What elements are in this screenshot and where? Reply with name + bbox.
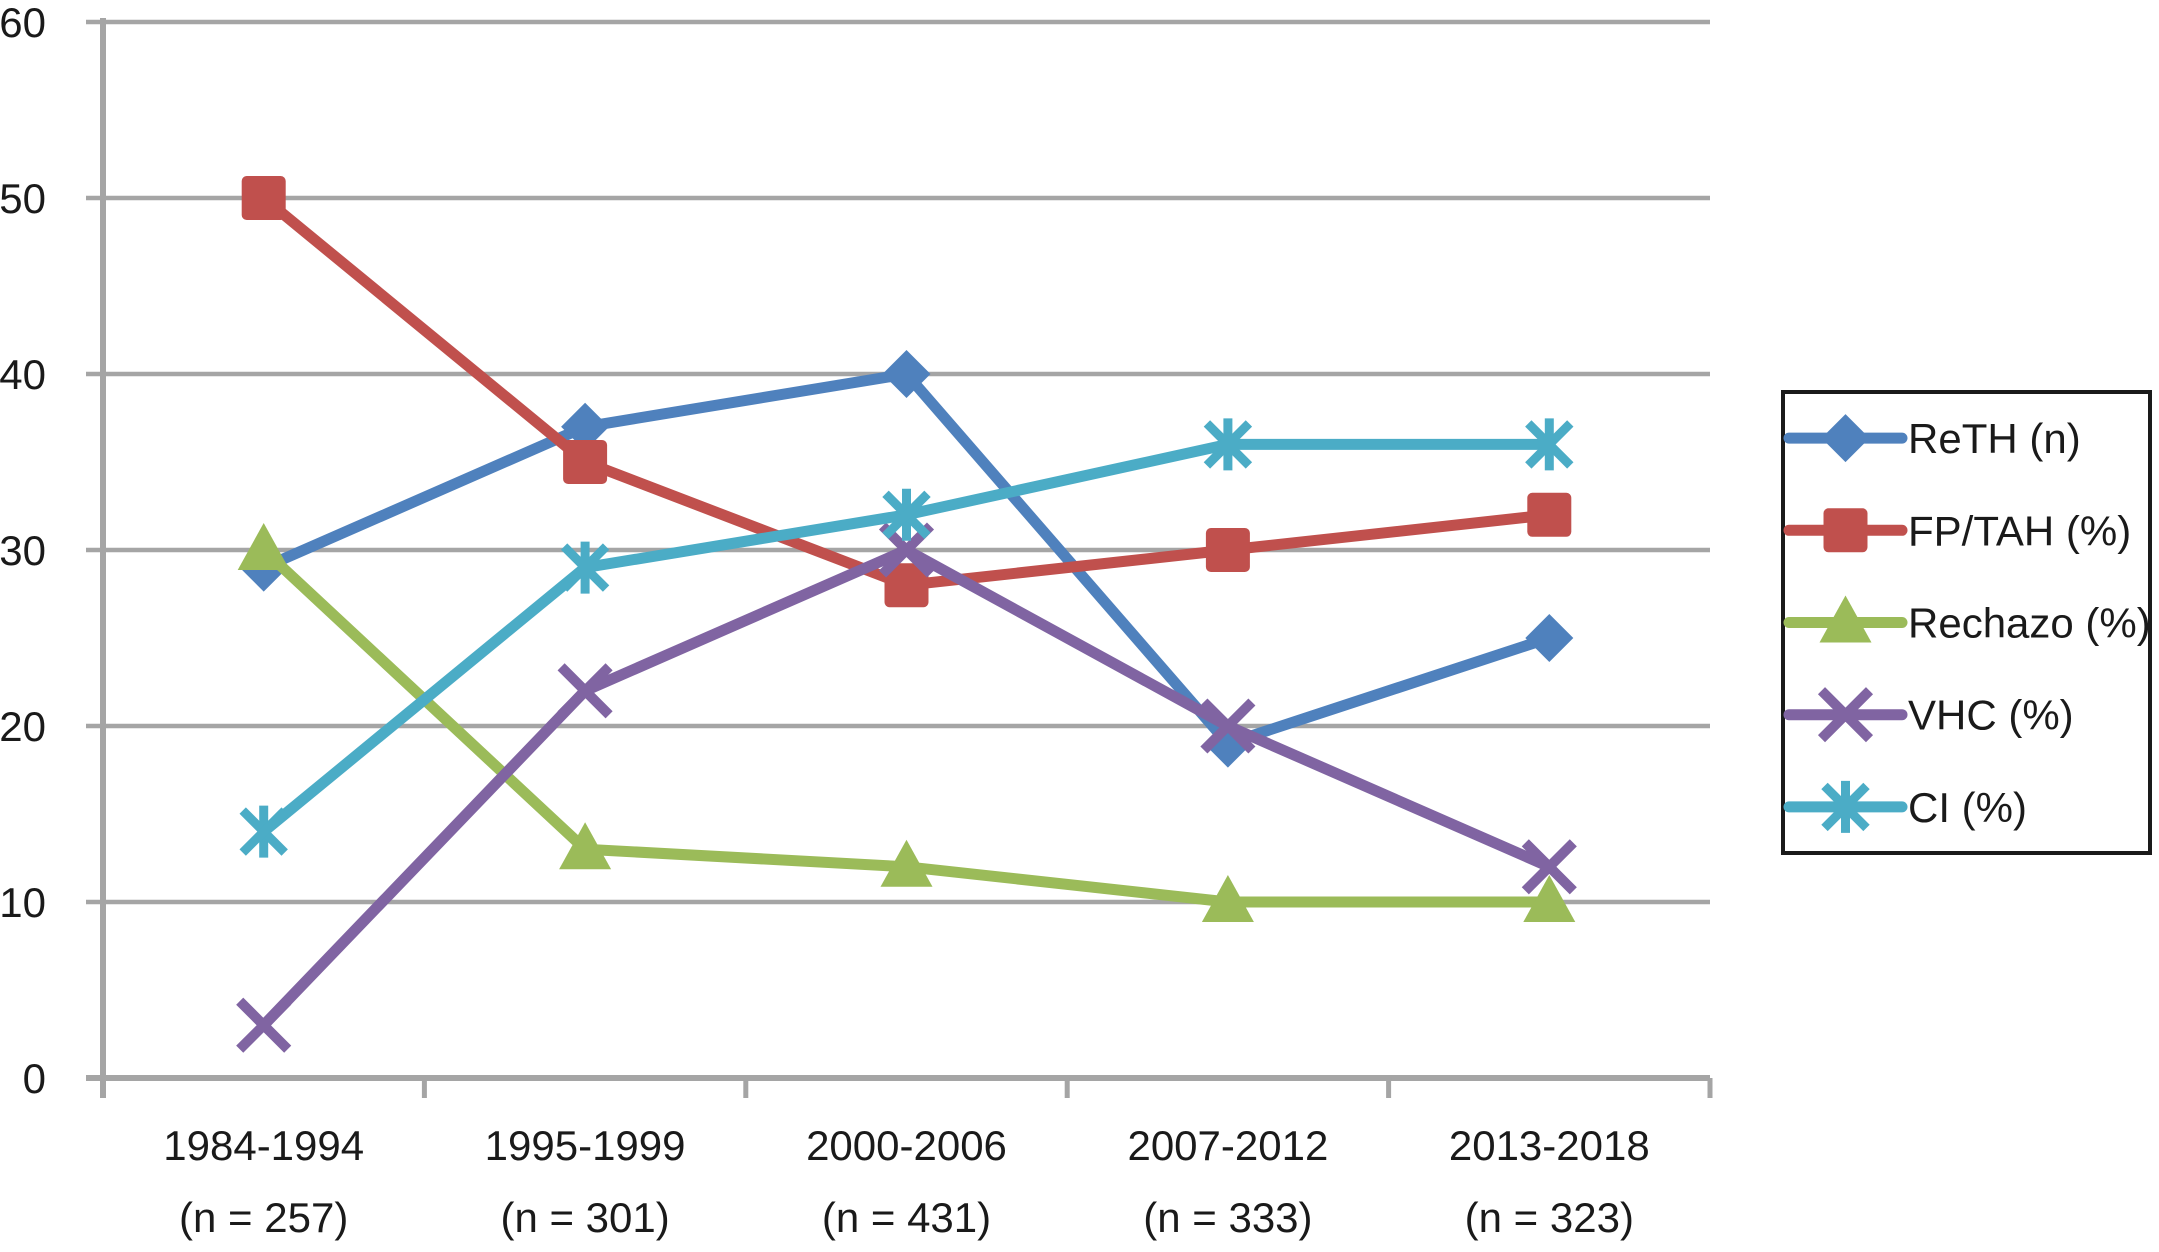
data-point-fp-tah — [1205, 528, 1250, 572]
series-ci — [239, 418, 1574, 858]
legend-item-fp-tah: FP/TAH (%) — [1783, 507, 2131, 554]
legend-label: ReTH (n) — [1908, 415, 2081, 462]
series-fp-tah — [241, 176, 1572, 608]
y-tick-label: 50 — [0, 175, 46, 222]
legend-swatch-marker — [1821, 780, 1870, 833]
data-point-reth-n — [1525, 614, 1574, 662]
data-point-ci — [1525, 418, 1574, 471]
series-reth-n — [239, 350, 1574, 768]
series-line-reth-n — [258, 368, 1555, 750]
x-category-sublabel: (n = 333) — [1143, 1194, 1312, 1241]
legend-item-ci: CI (%) — [1783, 780, 2027, 833]
data-point-reth-n — [561, 402, 610, 451]
data-point-rechazo — [237, 523, 290, 570]
x-category-sublabel: (n = 323) — [1465, 1194, 1634, 1241]
y-tick-label: 10 — [0, 879, 46, 926]
legend-swatch-marker — [1823, 508, 1868, 553]
legend-label: FP/TAH (%) — [1908, 507, 2131, 554]
legend-item-vhc: VHC (%) — [1783, 687, 2074, 743]
x-category-label: 1995-1999 — [485, 1122, 686, 1169]
legend-swatch-marker — [1817, 687, 1874, 743]
data-point-rechazo — [880, 839, 933, 887]
legend-label: VHC (%) — [1908, 692, 2074, 739]
data-point-fp-tah — [563, 440, 608, 484]
x-category-sublabel: (n = 301) — [500, 1194, 669, 1241]
y-tick-label: 30 — [0, 527, 46, 574]
series-rechazo — [237, 523, 1576, 922]
data-point-ci — [882, 488, 931, 541]
legend-label: CI (%) — [1908, 784, 2027, 831]
legend-item-reth-n: ReTH (n) — [1783, 414, 2081, 463]
x-category-sublabel: (n = 431) — [822, 1194, 991, 1241]
y-tick-label: 0 — [23, 1055, 46, 1102]
legend-label: Rechazo (%) — [1908, 600, 2151, 647]
legend-box: ReTH (n) FP/TAH (%) Rechazo (%) VHC (%) CI (… — [1781, 390, 2152, 855]
data-point-rechazo — [559, 822, 612, 870]
data-point-vhc — [557, 663, 613, 719]
legend-swatch-marker — [1819, 595, 1872, 643]
data-point-rechazo — [1523, 875, 1576, 922]
data-point-fp-tah — [1527, 492, 1572, 537]
y-tick-label: 20 — [0, 703, 46, 750]
x-category-label: 2013-2018 — [1449, 1122, 1650, 1169]
data-point-ci — [239, 805, 288, 858]
data-point-fp-tah — [884, 563, 929, 608]
data-point-ci — [560, 541, 610, 594]
x-category-sublabel: (n = 257) — [179, 1194, 348, 1241]
x-category-label: 2007-2012 — [1127, 1122, 1328, 1169]
data-point-fp-tah — [241, 176, 286, 220]
legend-item-rechazo: Rechazo (%) — [1783, 595, 2151, 647]
y-tick-label: 40 — [0, 351, 46, 398]
data-point-rechazo — [1201, 875, 1254, 922]
data-point-vhc — [1521, 839, 1577, 895]
x-category-label: 1984-1994 — [163, 1122, 364, 1169]
data-point-ci — [1203, 418, 1253, 471]
series-vhc — [236, 522, 1577, 1053]
legend-swatch-marker — [1821, 414, 1870, 463]
data-point-vhc — [236, 997, 292, 1053]
y-tick-label: 60 — [0, 0, 46, 46]
series-line-vhc — [258, 544, 1555, 1031]
data-point-reth-n — [882, 350, 931, 398]
data-point-vhc — [1200, 698, 1256, 754]
x-category-label: 2000-2006 — [806, 1122, 1007, 1169]
